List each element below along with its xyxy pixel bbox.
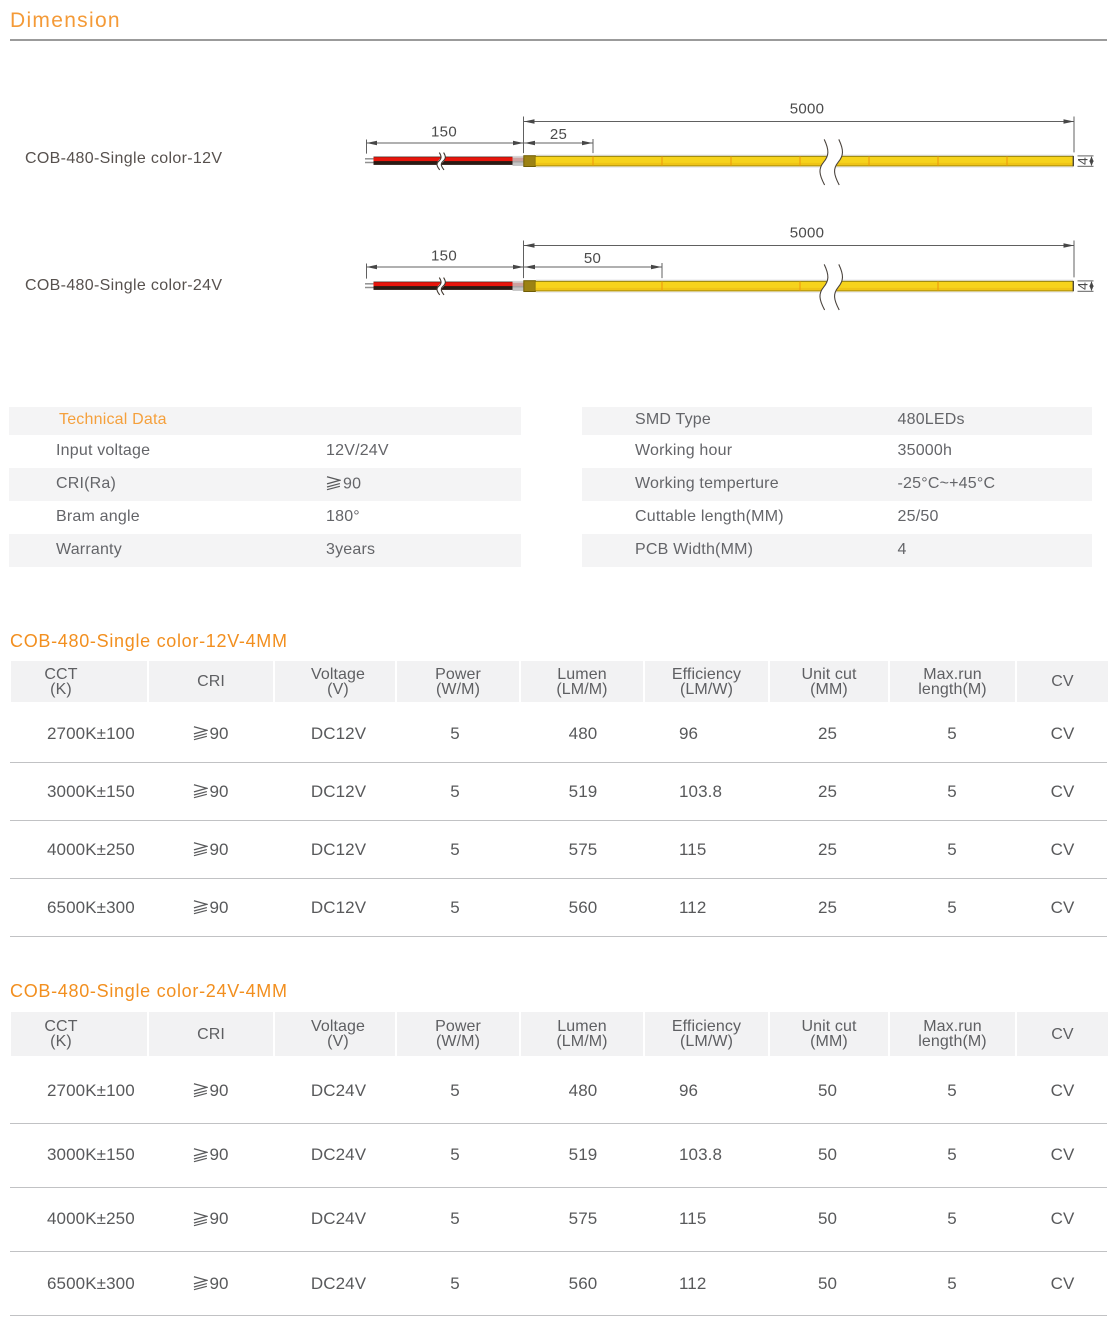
svg-text:5000: 5000 <box>790 225 825 242</box>
svg-text:150: 150 <box>431 123 457 140</box>
svg-text:50: 50 <box>584 250 601 267</box>
svg-text:150: 150 <box>431 247 457 264</box>
svg-text:4: 4 <box>1075 157 1091 165</box>
svg-text:4: 4 <box>1075 282 1091 290</box>
svg-text:5000: 5000 <box>790 101 825 118</box>
svg-text:25: 25 <box>550 126 567 143</box>
